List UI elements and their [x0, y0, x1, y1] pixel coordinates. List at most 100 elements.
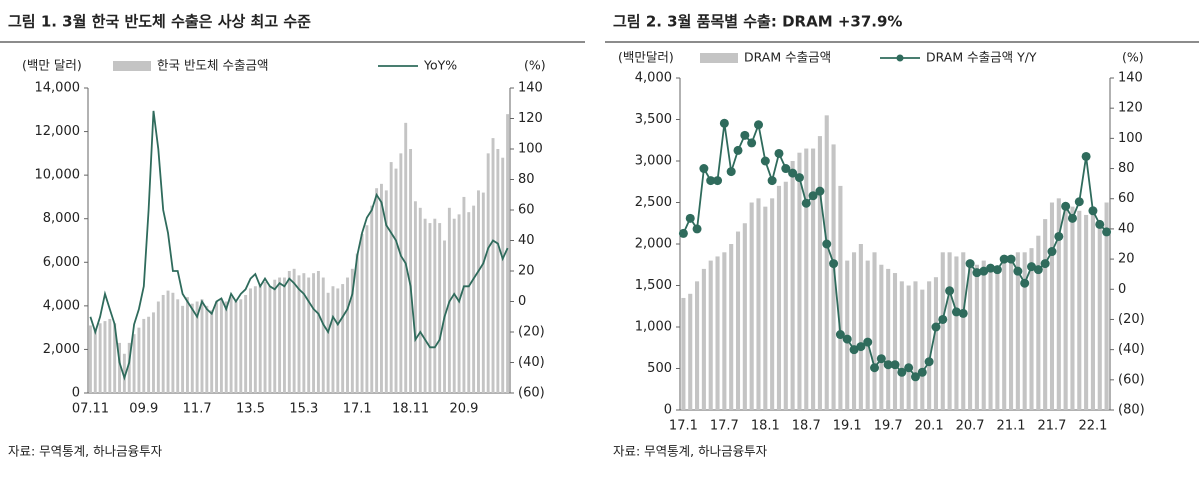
- bar: [506, 114, 510, 394]
- bar: [1043, 219, 1048, 410]
- y2-tick-label: 100: [518, 142, 543, 157]
- marker: [794, 173, 804, 183]
- y-tick-label: 4,000: [43, 298, 80, 313]
- y-tick-label: 1,000: [635, 320, 672, 335]
- bar: [1049, 202, 1055, 410]
- bar: [380, 183, 383, 393]
- x-tick-label: 17.7: [710, 419, 739, 434]
- bar: [137, 327, 141, 393]
- marker: [1013, 266, 1023, 276]
- x-tick-label: 18.7: [792, 419, 821, 434]
- x-tick-label: 17.1: [669, 419, 698, 434]
- bar: [491, 138, 495, 393]
- marker: [1054, 231, 1064, 241]
- bar: [496, 149, 500, 393]
- bar: [404, 122, 408, 393]
- marker: [842, 334, 852, 344]
- chart-title: 그림 1. 3월 한국 반도체 수출은 사상 최고 수준: [8, 13, 311, 31]
- bar: [1104, 202, 1109, 410]
- y2-tick-label: (80): [1118, 403, 1145, 418]
- marker: [1067, 213, 1077, 223]
- bar: [321, 277, 325, 393]
- bar: [413, 201, 417, 393]
- bar: [1056, 198, 1061, 410]
- marker: [958, 308, 968, 318]
- marker: [1027, 262, 1037, 272]
- marker: [945, 286, 955, 296]
- marker: [822, 239, 832, 249]
- bar: [98, 323, 102, 393]
- marker: [856, 342, 866, 352]
- bar: [1084, 214, 1089, 410]
- y-tick-label: 500: [647, 361, 672, 376]
- bar: [142, 318, 146, 393]
- bar: [171, 292, 175, 393]
- y2-tick-label: 80: [518, 172, 535, 187]
- marker: [781, 164, 791, 174]
- bar: [852, 252, 857, 410]
- y2-tick-label: 120: [518, 111, 543, 126]
- marker: [890, 360, 900, 370]
- bar: [190, 303, 194, 393]
- bar: [763, 206, 768, 410]
- x-tick-label: 07.11: [72, 402, 109, 417]
- bar: [263, 281, 267, 393]
- marker: [685, 213, 695, 223]
- bar: [147, 316, 151, 393]
- bar: [249, 288, 252, 393]
- bar: [858, 244, 863, 410]
- y2-axis-label: (%): [524, 58, 546, 73]
- bar: [1097, 227, 1102, 410]
- y-tick-label: 0: [72, 386, 80, 401]
- marker: [1095, 219, 1105, 229]
- marker: [788, 168, 798, 178]
- legend-label: YoY%: [423, 58, 457, 73]
- marker: [1040, 259, 1050, 269]
- bar: [234, 301, 238, 393]
- y-tick-label: 6,000: [43, 255, 80, 270]
- bar: [200, 299, 204, 393]
- y2-tick-label: (60): [518, 386, 545, 401]
- marker: [951, 307, 961, 317]
- bar: [244, 294, 248, 393]
- bar: [1022, 252, 1027, 410]
- marker: [801, 198, 811, 208]
- bar: [467, 212, 471, 393]
- y-tick-label: 2,000: [635, 237, 672, 252]
- source: 자료: 무역통계, 하나금융투자: [613, 444, 768, 459]
- marker: [870, 363, 880, 373]
- bar: [195, 301, 199, 393]
- x-tick-label: 21.7: [1038, 419, 1067, 434]
- marker: [767, 176, 777, 186]
- y2-tick-label: (60): [1118, 372, 1145, 387]
- bar: [838, 185, 843, 410]
- bar: [974, 264, 979, 410]
- x-tick-label: 19.7: [874, 419, 903, 434]
- marker: [740, 130, 750, 140]
- legend-label: DRAM 수출금액 Y/Y: [926, 50, 1037, 65]
- marker: [733, 145, 743, 155]
- marker: [760, 156, 770, 166]
- bar: [457, 214, 461, 393]
- bar: [486, 153, 490, 393]
- bar: [899, 281, 904, 410]
- marker: [753, 120, 763, 130]
- bar: [462, 196, 466, 393]
- bar: [428, 223, 432, 393]
- y-tick-label: 3,500: [635, 112, 672, 127]
- bar: [350, 268, 354, 393]
- bar: [1008, 256, 1014, 410]
- bar: [341, 284, 345, 393]
- bar: [365, 225, 369, 393]
- bar: [229, 297, 233, 393]
- marker: [713, 176, 723, 186]
- bar: [865, 260, 870, 410]
- marker: [815, 186, 825, 196]
- y-tick-label: 14,000: [35, 81, 81, 96]
- bar: [113, 323, 117, 393]
- marker: [1081, 151, 1091, 161]
- bar: [811, 148, 816, 411]
- bar: [804, 148, 809, 411]
- y2-tick-label: 20: [518, 264, 535, 279]
- legend-swatch: [700, 53, 738, 63]
